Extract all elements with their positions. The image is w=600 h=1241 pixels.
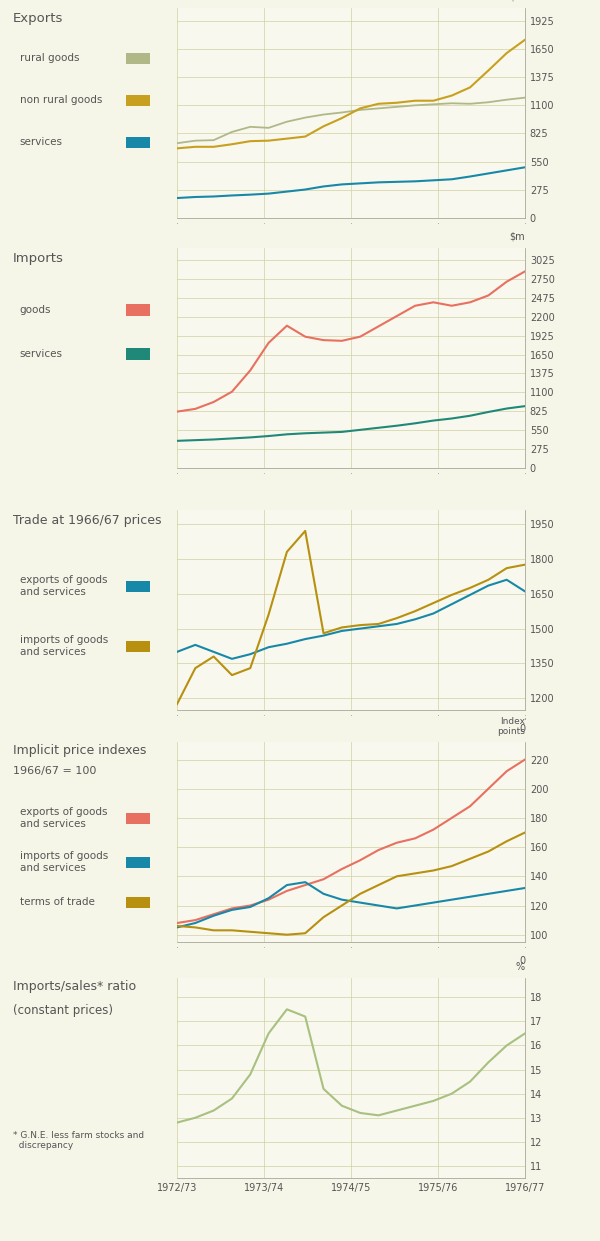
Text: Index
points: Index points	[497, 716, 525, 736]
Text: goods: goods	[20, 304, 51, 315]
FancyBboxPatch shape	[126, 304, 149, 315]
Text: imports of goods
and services: imports of goods and services	[20, 635, 108, 656]
FancyBboxPatch shape	[126, 813, 149, 824]
FancyBboxPatch shape	[126, 896, 149, 907]
Text: services: services	[20, 349, 62, 359]
Text: %: %	[516, 962, 525, 972]
Text: rural goods: rural goods	[20, 53, 79, 63]
Text: 0: 0	[519, 956, 525, 965]
Text: Implicit price indexes: Implicit price indexes	[13, 745, 146, 757]
FancyBboxPatch shape	[126, 640, 149, 652]
Text: non rural goods: non rural goods	[20, 96, 102, 105]
Text: services: services	[20, 138, 62, 148]
FancyBboxPatch shape	[126, 581, 149, 592]
Text: Exports: Exports	[13, 12, 63, 25]
FancyBboxPatch shape	[126, 856, 149, 867]
Text: exports of goods
and services: exports of goods and services	[20, 575, 107, 597]
FancyBboxPatch shape	[126, 347, 149, 360]
Text: Imports/sales* ratio: Imports/sales* ratio	[13, 980, 136, 993]
Text: (constant prices): (constant prices)	[13, 1004, 113, 1018]
Text: 1966/67 = 100: 1966/67 = 100	[13, 766, 96, 776]
FancyBboxPatch shape	[126, 94, 149, 107]
Text: imports of goods
and services: imports of goods and services	[20, 851, 108, 872]
FancyBboxPatch shape	[126, 52, 149, 65]
Text: $m: $m	[509, 231, 525, 242]
Text: $m: $m	[509, 0, 525, 1]
Text: Trade at 1966/67 prices: Trade at 1966/67 prices	[13, 514, 161, 527]
Text: 0: 0	[519, 724, 525, 733]
Text: * G.N.E. less farm stocks and
  discrepancy: * G.N.E. less farm stocks and discrepanc…	[13, 1131, 144, 1150]
FancyBboxPatch shape	[126, 137, 149, 148]
Text: exports of goods
and services: exports of goods and services	[20, 807, 107, 829]
Text: Imports: Imports	[13, 252, 64, 266]
Text: terms of trade: terms of trade	[20, 897, 95, 907]
